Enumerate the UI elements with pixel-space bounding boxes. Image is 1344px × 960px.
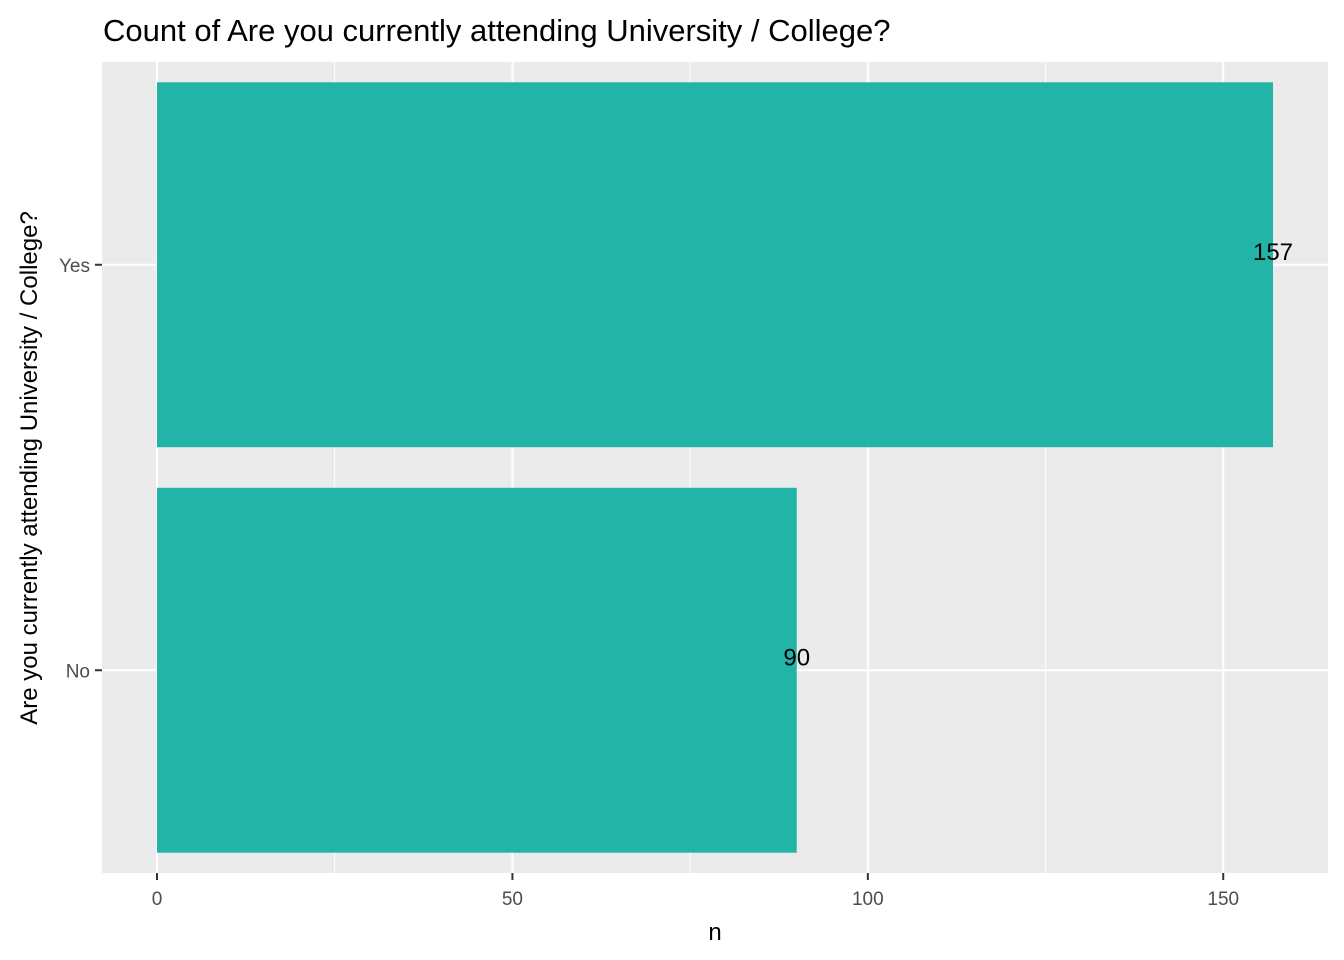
y-tick-label: Yes [59, 256, 90, 277]
data-label-yes: 157 [1253, 239, 1293, 266]
bars [157, 82, 1273, 853]
x-axis: 0 50 100 150 [152, 873, 1239, 910]
data-label-no: 90 [783, 644, 810, 671]
x-tick-label: 50 [502, 889, 523, 910]
data-labels: 90 157 [783, 239, 1293, 672]
y-tick-label: No [66, 661, 90, 682]
bar-yes [157, 82, 1273, 448]
y-axis: No Yes [59, 256, 102, 682]
x-tick-label: 0 [152, 889, 163, 910]
x-axis-title: n [708, 919, 721, 946]
chart-title: Count of Are you currently attending Uni… [103, 13, 890, 48]
x-tick-label: 100 [852, 889, 884, 910]
y-axis-title: Are you currently attending University /… [16, 211, 43, 725]
x-tick-label: 150 [1207, 889, 1239, 910]
bar-no [157, 487, 797, 853]
